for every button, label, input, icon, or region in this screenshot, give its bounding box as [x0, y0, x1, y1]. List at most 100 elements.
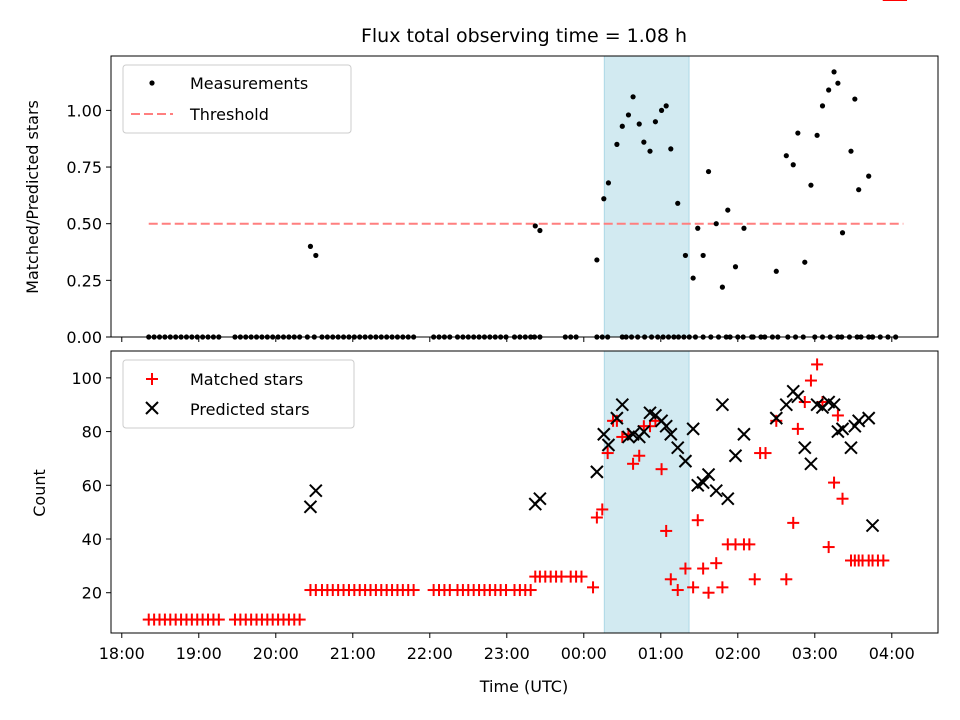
matched-star-point [671, 584, 684, 597]
measurement-point [848, 148, 854, 154]
matched-star-point [716, 581, 729, 594]
matched-star-point [590, 511, 603, 524]
observing-window-span-bottom [603, 350, 690, 634]
legend-threshold-label: Threshold [189, 105, 269, 124]
legend-matched-marker [146, 373, 158, 385]
matched-star-point [687, 581, 700, 594]
measurement-point [866, 173, 872, 179]
predicted-star-point [804, 457, 818, 471]
predicted-star-point [615, 398, 629, 412]
measurement-point [835, 80, 841, 86]
predicted-star-point [637, 424, 651, 439]
measurement-point [682, 252, 689, 259]
x-tick-label: 21:00 [330, 644, 376, 663]
measurement-point [675, 200, 681, 206]
measurement-point [839, 230, 846, 236]
matched-star-point [664, 573, 677, 586]
measurement-point [594, 257, 600, 263]
measurement-point [808, 182, 814, 188]
measurement-point [719, 284, 725, 290]
measurement-point [713, 221, 719, 227]
y-tick-label: 0.00 [66, 328, 102, 347]
y-tick-label: 60 [82, 476, 102, 495]
matched-star-point [804, 374, 817, 387]
y-tick-label: 1.00 [66, 101, 102, 120]
matched-star-point [877, 554, 890, 567]
legend-measurements-marker [149, 80, 155, 86]
matched-star-point [697, 562, 710, 575]
measurement-point [831, 69, 837, 75]
legend-matched-label: Matched stars [190, 370, 303, 389]
matched-star-point [616, 430, 629, 443]
matched-star-point [828, 476, 841, 489]
predicted-star-point [798, 440, 812, 455]
count-axes-frame [110, 350, 939, 634]
measurement-point [690, 275, 696, 281]
measurement-point [814, 132, 820, 138]
ratio-y-axis: 0.00 0.25 0.50 0.75 1.00 [66, 101, 111, 347]
measurement-point [307, 243, 314, 249]
measurement-point [537, 227, 543, 234]
matched-star-point [524, 584, 537, 597]
measurement-point [705, 168, 712, 175]
measurement-point [790, 162, 796, 168]
x-tick-label: 19:00 [176, 644, 222, 663]
y-tick-label: 80 [82, 423, 102, 442]
predicted-star-point [737, 427, 751, 441]
ratio-panel: 0.00 0.25 0.50 0.75 1.00 Matched/Predicted s… [23, 55, 939, 347]
predicted-star-point [721, 492, 735, 506]
predicted-star-point [827, 398, 841, 412]
measurement-point [802, 259, 808, 265]
matched-star-point [759, 447, 772, 460]
y-tick-label: 0.75 [66, 158, 102, 177]
measurement-point [313, 252, 319, 259]
matched-star-point [836, 492, 849, 505]
matched-star-point [787, 516, 800, 529]
predicted-star-point [844, 440, 858, 455]
predicted-star-point [701, 467, 716, 482]
matched-star-point [655, 463, 668, 476]
legend-predicted-label: Predicted stars [190, 400, 310, 419]
measurement-point [732, 264, 739, 270]
predicted-star-point [601, 438, 616, 452]
matched-star-point [212, 613, 225, 626]
ratio-legend-box [122, 64, 352, 134]
count-legend: Matched stars Predicted stars [122, 359, 355, 429]
matched-star-point [822, 541, 835, 554]
matched-star-point [691, 514, 704, 527]
x-tick-label: 02:00 [715, 644, 761, 663]
matched-star-point [710, 557, 723, 570]
predicted-star-point [696, 475, 710, 490]
count-y-axis: 20 40 60 80 100 [71, 369, 111, 603]
ratio-y-axis-label: Matched/Predicted stars [23, 100, 42, 294]
matched-star-point [811, 358, 824, 371]
measurement-point [652, 119, 659, 125]
predicted-star-point [861, 411, 876, 425]
measurement-point [795, 130, 801, 136]
count-legend-box [122, 359, 355, 429]
x-tick-label: 22:00 [407, 644, 453, 663]
predicted-star-point [610, 411, 624, 425]
x-tick-label: 04:00 [869, 644, 915, 663]
predicted-star-point [671, 440, 685, 455]
measurement-point [532, 223, 538, 229]
y-tick-label: 0.25 [66, 271, 102, 290]
measurement-point [826, 87, 832, 93]
measurement-point [614, 141, 620, 147]
ratio-axes-frame [110, 55, 939, 338]
x-axis-label: Time (UTC) [479, 677, 568, 696]
measurement-point [601, 196, 607, 202]
measurement-point [668, 146, 674, 152]
x-tick-label: 00:00 [561, 644, 607, 663]
matched-star-point [831, 409, 844, 422]
y-tick-label: 20 [82, 584, 102, 603]
matched-star-point [660, 524, 673, 537]
matched-star-point [791, 422, 804, 435]
measurement-point [725, 207, 731, 213]
measurement-point [636, 121, 642, 127]
y-tick-label: 40 [82, 530, 102, 549]
predicted-star-point [678, 454, 693, 468]
legend-predicted-marker [145, 401, 159, 415]
legend-measurements-label: Measurements [190, 74, 308, 93]
predicted-star-point [779, 398, 794, 412]
